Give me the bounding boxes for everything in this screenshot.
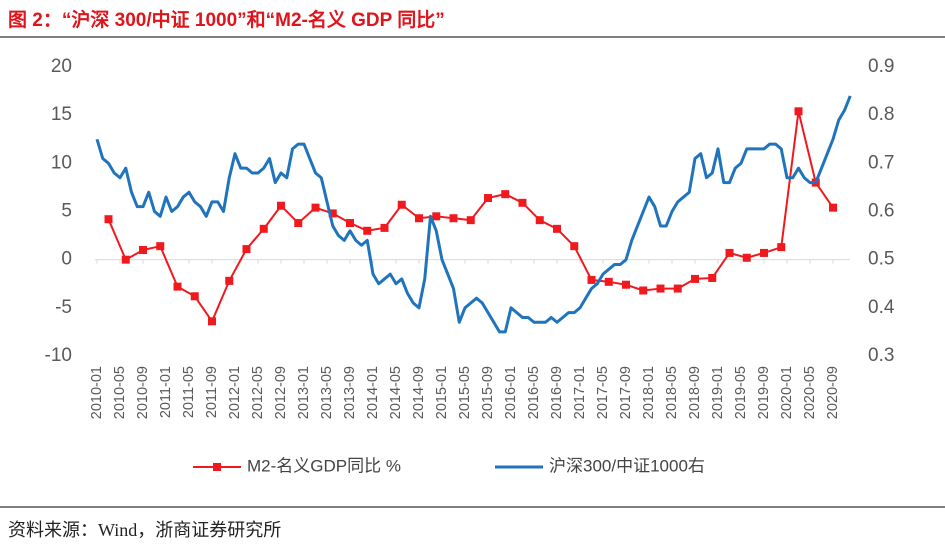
x-tick-label: 2015-09	[480, 366, 496, 419]
x-tick-label: 2015-05	[457, 366, 473, 419]
x-tick-label: 2014-09	[411, 366, 427, 419]
y-tick-label: 15	[51, 104, 72, 125]
point	[225, 276, 234, 285]
point	[208, 317, 216, 326]
point	[328, 209, 337, 218]
point	[104, 215, 113, 224]
point	[518, 198, 527, 207]
x-tick-label: 2020-09	[825, 366, 841, 419]
series-line	[95, 95, 852, 334]
y-tick-label: -10	[45, 345, 72, 366]
legend-marker	[213, 463, 221, 471]
x-tick-label: 2020-05	[802, 366, 818, 419]
y2-tick-label: 0.6	[868, 201, 894, 222]
point	[501, 190, 510, 199]
point	[156, 242, 165, 251]
x-tick-label: 2018-09	[687, 366, 703, 419]
point	[622, 280, 630, 289]
x-tick-label: 2013-09	[342, 366, 358, 419]
x-tick-label: 2017-09	[618, 366, 634, 419]
point	[794, 107, 803, 116]
point	[673, 284, 682, 293]
point	[639, 286, 648, 295]
x-tick-label: 2019-01	[710, 366, 726, 419]
x-tick-label: 2012-09	[273, 366, 289, 419]
chart-title: 图 2：“沪深 300/中证 1000”和“M2-名义 GDP 同比”	[8, 8, 445, 31]
point	[760, 248, 768, 257]
point	[259, 224, 268, 233]
point	[190, 292, 199, 301]
x-tick-label: 2013-05	[319, 366, 335, 419]
y2-tick-label: 0.9	[868, 56, 894, 77]
y2-tick-label: 0.7	[868, 152, 894, 173]
x-tick-label: 2016-05	[526, 366, 542, 419]
x-tick-label: 2014-05	[388, 366, 404, 419]
point	[139, 246, 147, 255]
point	[242, 245, 251, 254]
point	[777, 243, 786, 252]
x-tick-label: 2017-05	[595, 366, 611, 419]
point	[432, 212, 441, 221]
x-tick-label: 2012-05	[250, 366, 266, 419]
legend-label: 沪深300/中证1000右	[549, 456, 705, 475]
x-tick-label: 2010-05	[112, 366, 128, 419]
x-tick-label: 2013-01	[296, 366, 312, 419]
point	[691, 274, 699, 283]
x-tick-label: 2018-05	[664, 366, 680, 419]
x-tick-label: 2018-01	[641, 366, 657, 419]
x-tick-label: 2011-05	[181, 366, 197, 418]
x-tick-label: 2011-09	[204, 366, 220, 418]
point	[656, 284, 665, 293]
x-tick-label: 2016-09	[549, 366, 565, 419]
point	[742, 253, 751, 262]
point	[449, 214, 458, 223]
point	[294, 219, 303, 228]
point	[553, 224, 561, 233]
point	[363, 226, 372, 235]
point	[570, 242, 579, 251]
point	[415, 214, 423, 223]
point	[397, 200, 406, 209]
x-tick-label: 2019-05	[733, 366, 749, 419]
source: 资料来源：Wind，浙商证券研究所	[8, 520, 281, 540]
point	[380, 223, 389, 232]
point	[604, 277, 613, 286]
point	[466, 216, 475, 225]
x-tick-label: 2020-01	[779, 366, 795, 419]
y-tick-label: 0	[61, 249, 72, 270]
x-tick-label: 2011-01	[158, 366, 174, 418]
y2-tick-label: 0.3	[868, 345, 894, 366]
x-tick-label: 2010-01	[89, 366, 105, 419]
x-tick-label: 2016-01	[503, 366, 519, 419]
x-tick-label: 2019-09	[756, 366, 772, 419]
y2-tick-label: 0.5	[868, 249, 894, 270]
point	[725, 248, 734, 257]
point	[121, 255, 130, 264]
point	[535, 216, 544, 225]
point	[587, 275, 596, 284]
x-tick-label: 2015-01	[434, 366, 450, 419]
y2-tick-label: 0.4	[868, 297, 895, 318]
point	[277, 201, 285, 210]
legend-label: M2-名义GDP同比 %	[247, 456, 401, 475]
y-tick-label: 20	[51, 56, 72, 77]
x-tick-label: 2014-01	[365, 366, 381, 419]
y-tick-label: -5	[55, 297, 72, 318]
point	[484, 194, 492, 203]
y-tick-label: 10	[51, 152, 72, 173]
x-tick-label: 2010-09	[135, 366, 151, 419]
point	[311, 203, 320, 212]
x-tick-label: 2012-01	[227, 366, 243, 419]
point	[173, 282, 182, 291]
x-tick-label: 2017-01	[572, 366, 588, 419]
point	[346, 219, 354, 228]
y2-tick-label: 0.8	[868, 104, 894, 125]
point	[829, 203, 837, 212]
y-tick-label: 5	[61, 201, 72, 222]
point	[708, 273, 717, 282]
